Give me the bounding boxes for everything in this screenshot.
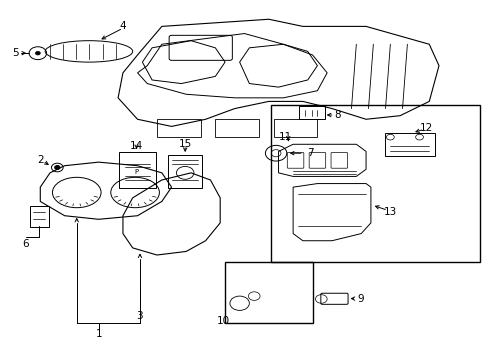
Circle shape xyxy=(35,51,40,55)
Text: 5: 5 xyxy=(13,48,19,58)
Bar xyxy=(224,262,312,323)
Text: 6: 6 xyxy=(22,239,29,249)
Circle shape xyxy=(55,166,60,169)
Text: 13: 13 xyxy=(383,207,396,217)
Text: 2: 2 xyxy=(37,156,43,165)
Text: 12: 12 xyxy=(419,123,432,133)
Text: 7: 7 xyxy=(306,148,313,158)
Text: 10: 10 xyxy=(217,316,230,326)
Text: 15: 15 xyxy=(178,139,191,149)
Text: P: P xyxy=(134,169,138,175)
Text: 14: 14 xyxy=(130,141,143,151)
Text: 3: 3 xyxy=(136,311,143,321)
Text: 11: 11 xyxy=(279,132,292,142)
Bar xyxy=(215,119,259,137)
Text: 1: 1 xyxy=(95,329,102,339)
Text: 4: 4 xyxy=(120,21,126,31)
Bar xyxy=(273,119,317,137)
Text: 9: 9 xyxy=(356,294,363,303)
Bar xyxy=(271,105,479,262)
Bar xyxy=(157,119,201,137)
Text: 8: 8 xyxy=(334,110,341,120)
